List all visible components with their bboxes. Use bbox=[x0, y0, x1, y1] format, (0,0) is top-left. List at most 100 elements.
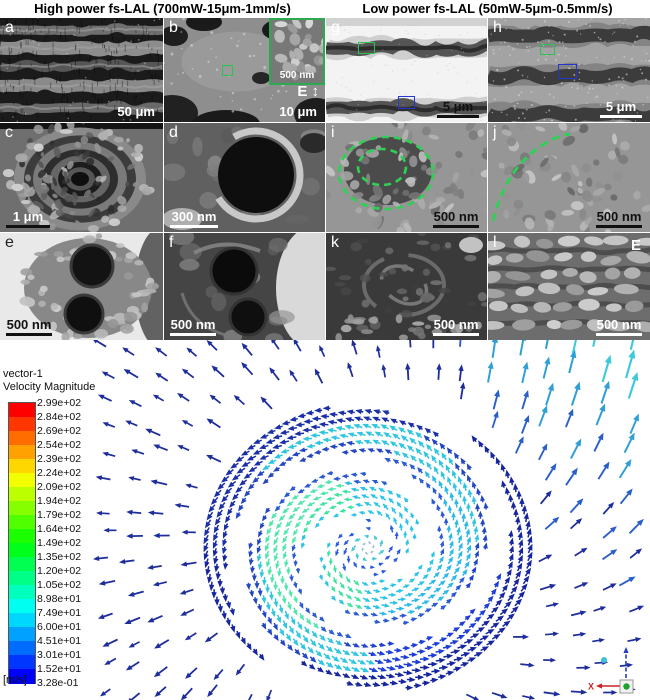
x-axis-label: X bbox=[588, 682, 594, 692]
colorbar-label: 2.99e+02 bbox=[37, 397, 82, 409]
scale-bar-line bbox=[6, 333, 52, 336]
panel-label: l bbox=[493, 234, 497, 251]
particle-dot bbox=[601, 657, 607, 663]
scale-label: 10 μm bbox=[279, 104, 317, 119]
panel-d: d 300 nm bbox=[164, 123, 325, 232]
x-axis-arrow-icon bbox=[596, 683, 602, 689]
scale-bar-line bbox=[433, 225, 479, 228]
scale-bar-line bbox=[170, 225, 218, 228]
unit-label: [m/s] bbox=[3, 674, 27, 686]
colorbar-segment bbox=[9, 613, 35, 628]
scale-label: 500 nm bbox=[596, 317, 642, 332]
colorbar-segment bbox=[9, 557, 35, 572]
e-field-annotation: E ↕ bbox=[297, 84, 319, 99]
inset-scale-label: 500 nm bbox=[279, 70, 315, 81]
scale-bar: 50 μm bbox=[117, 105, 155, 118]
e-field-arrow-icon: ↕ bbox=[311, 83, 320, 100]
scale-bar: 500 nm bbox=[433, 318, 479, 336]
scale-label: 5 μm bbox=[442, 99, 474, 114]
inset-box: 500 nm bbox=[269, 18, 325, 85]
colorbar-segment bbox=[9, 403, 35, 418]
colorbar-label: 1.64e+02 bbox=[37, 523, 82, 535]
green-roi-box bbox=[222, 65, 233, 76]
colorbar-segment bbox=[9, 473, 35, 488]
sem-texture bbox=[0, 18, 163, 122]
scale-label: 500 nm bbox=[6, 317, 52, 332]
colorbar-segment bbox=[9, 529, 35, 544]
blue-roi-box bbox=[398, 96, 415, 109]
colorbar-label: 1.20e+02 bbox=[37, 565, 82, 577]
y-axis-dot bbox=[623, 683, 630, 690]
panel-b: b 500 nm E ↕ 10 μm bbox=[164, 18, 325, 122]
header-right-title: Low power fs-LAL (50mW-5μm-0.5mm/s) bbox=[362, 1, 613, 16]
panel-f: f 500 nm bbox=[164, 233, 325, 340]
sem-texture bbox=[488, 233, 650, 340]
panel-i: i 500 nm bbox=[326, 123, 487, 232]
blue-roi-box bbox=[558, 64, 577, 79]
colorbar-label: 3.01e+01 bbox=[37, 649, 82, 661]
colorbar-segment bbox=[9, 627, 35, 642]
colorbar-segment bbox=[9, 543, 35, 558]
panel-e: e 500 nm bbox=[0, 233, 163, 340]
colorbar-label: 1.52e+01 bbox=[37, 663, 82, 675]
panel-label: d bbox=[169, 124, 178, 141]
scale-bar-line bbox=[437, 115, 479, 118]
colorbar-label: 2.09e+02 bbox=[37, 481, 82, 493]
colorbar-segment bbox=[9, 571, 35, 586]
scale-bar: 1 μm bbox=[6, 210, 50, 228]
green-roi-box bbox=[540, 44, 555, 55]
colorbar-label: 6.00e+01 bbox=[37, 621, 82, 633]
colorbar-label: 2.69e+02 bbox=[37, 425, 82, 437]
panel-label: e bbox=[5, 234, 14, 251]
panel-label: h bbox=[493, 19, 502, 36]
scale-label: 300 nm bbox=[171, 209, 217, 224]
colorbar-label: 1.79e+02 bbox=[37, 509, 82, 521]
panel-label: k bbox=[331, 234, 339, 251]
sem-texture bbox=[0, 233, 163, 340]
colorbar-label: 1.94e+02 bbox=[37, 495, 82, 507]
velocity-arrows bbox=[91, 340, 645, 700]
colorbar-segment bbox=[9, 431, 35, 446]
scale-bar: 500 nm bbox=[596, 318, 642, 336]
colorbar-labels: 2.99e+02 2.84e+02 2.69e+02 2.54e+02 2.39e+02… bbox=[37, 397, 107, 689]
colorbar-label: 1.35e+02 bbox=[37, 551, 82, 563]
scale-bar: 500 nm bbox=[6, 318, 52, 336]
colorbar-segment bbox=[9, 599, 35, 614]
e-field-label: E bbox=[297, 83, 308, 100]
scale-label: 1 μm bbox=[12, 209, 44, 224]
colorbar-label: 7.49e+01 bbox=[37, 607, 82, 619]
colorbar-label: 2.84e+02 bbox=[37, 411, 82, 423]
colorbar-label: 1.05e+02 bbox=[37, 579, 82, 591]
colorbar-label: 3.28e-01 bbox=[37, 677, 79, 689]
colorbar-segment bbox=[9, 641, 35, 656]
scale-bar: 500 nm bbox=[433, 210, 479, 228]
scale-bar: 5 μm bbox=[437, 100, 479, 118]
colorbar-label: 2.24e+02 bbox=[37, 467, 82, 479]
scale-bar: 300 nm bbox=[170, 210, 218, 228]
panel-k: k 500 nm bbox=[326, 233, 487, 340]
panel-label: g bbox=[331, 19, 340, 36]
spiral-annotation bbox=[337, 135, 435, 211]
panel-j: j 500 nm bbox=[488, 123, 650, 232]
panel-a: a 50 μm bbox=[0, 18, 163, 122]
scale-bar-line bbox=[600, 115, 642, 118]
e-field-label: E bbox=[630, 237, 641, 254]
scale-bar: 500 nm bbox=[170, 318, 216, 336]
panel-g: g 5 μm bbox=[326, 18, 487, 122]
legend-title-line1: vector-1 bbox=[3, 368, 43, 380]
sem-texture bbox=[164, 123, 325, 232]
colorbar-segment bbox=[9, 459, 35, 474]
axis-triad: X bbox=[588, 647, 634, 694]
scale-bar-line bbox=[6, 225, 50, 228]
colorbar-label: 4.51e+01 bbox=[37, 635, 82, 647]
colorbar-label: 2.54e+02 bbox=[37, 439, 82, 451]
velocity-arrows-layer bbox=[91, 340, 645, 700]
colorbar-label: 8.98e+01 bbox=[37, 593, 82, 605]
sem-texture bbox=[326, 233, 487, 340]
colorbar-label: 1.49e+02 bbox=[37, 537, 82, 549]
scale-bar-line bbox=[596, 225, 642, 228]
scale-bar: 500 nm bbox=[596, 210, 642, 228]
scale-label: 500 nm bbox=[433, 209, 479, 224]
sem-texture bbox=[164, 18, 325, 122]
header-left-title: High power fs-LAL (700mW-15μm-1mm/s) bbox=[34, 1, 291, 16]
